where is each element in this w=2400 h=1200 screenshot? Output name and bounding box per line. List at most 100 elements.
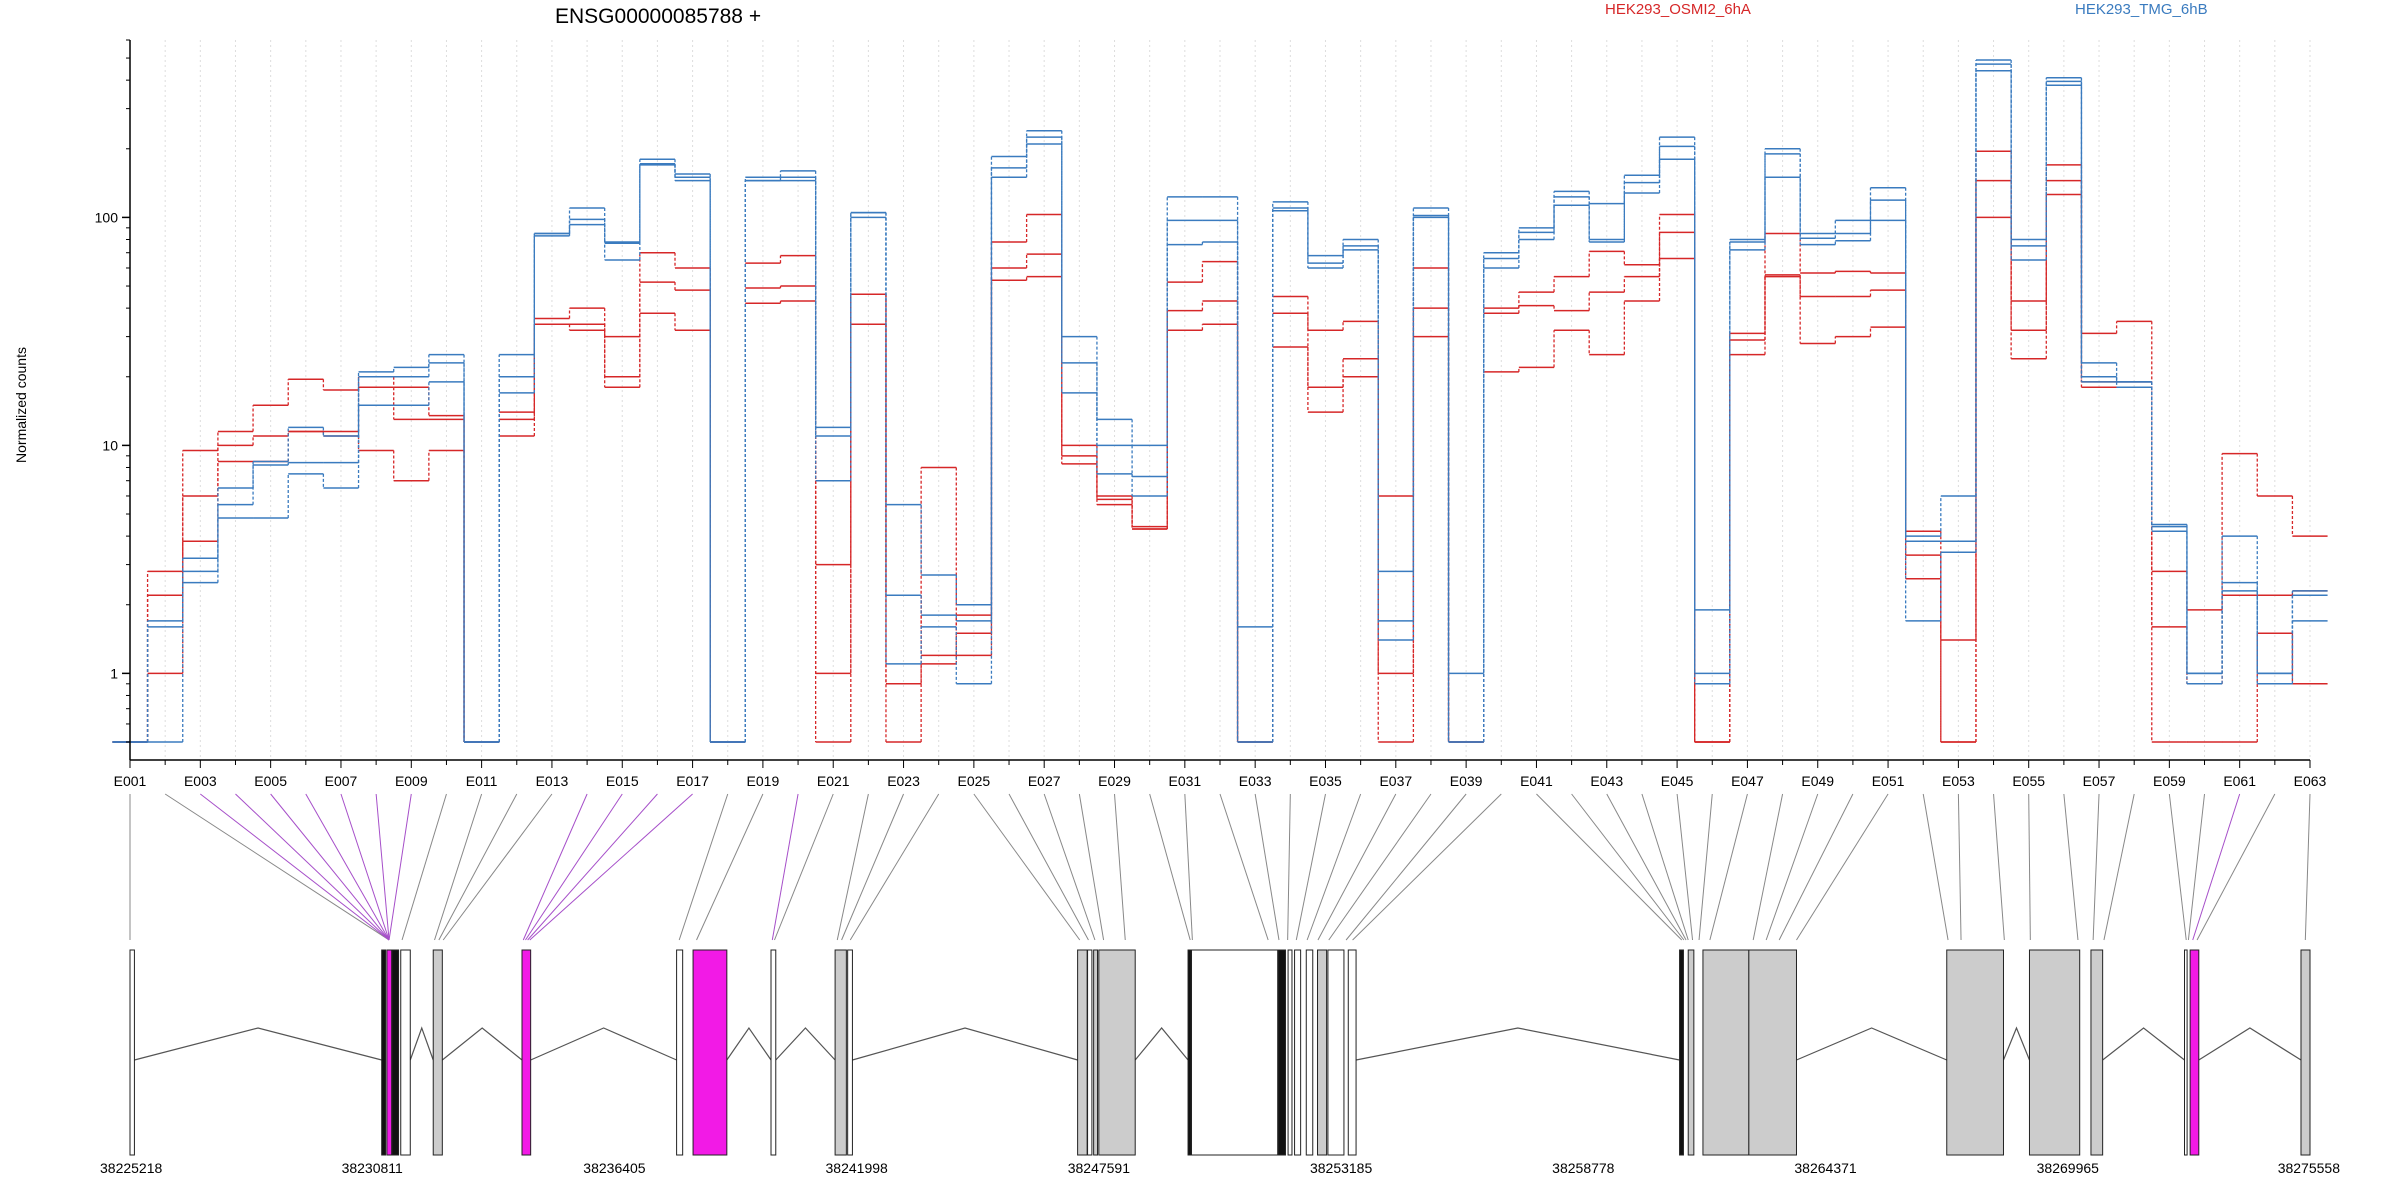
exon-box	[2184, 949, 2188, 1156]
y-tick-label: 1	[110, 665, 118, 681]
coordinate-label: 38275558	[2278, 1160, 2341, 1176]
intron-line	[852, 1027, 1078, 1061]
exon-box	[770, 949, 777, 1156]
exon-box	[1702, 949, 1750, 1156]
exon-box	[1098, 949, 1136, 1156]
exon-connector	[841, 793, 905, 941]
x-tick-label: E063	[2294, 773, 2327, 789]
exon-box	[1191, 949, 1279, 1156]
exon-connector	[849, 793, 940, 941]
exon-box	[1287, 949, 1293, 1156]
exon-connector	[1536, 793, 1683, 941]
exon-connector	[1345, 793, 1467, 941]
exon-box	[1305, 949, 1314, 1156]
exon-connector	[1352, 793, 1502, 941]
x-tick-label: E027	[1028, 773, 1061, 789]
x-tick-label: E029	[1098, 773, 1131, 789]
exon-connector	[434, 793, 483, 941]
exon-connector	[1184, 793, 1193, 941]
exon-connector	[2092, 793, 2100, 941]
exon-connector	[836, 793, 869, 941]
genomic-coordinate-axis: 38225218 38230811 38236405 38241998 38247591…	[100, 1160, 2340, 1176]
exon-box	[2189, 949, 2200, 1156]
y-axis-label: Normalized counts	[13, 347, 29, 463]
exon-connector	[1306, 793, 1362, 941]
exon-connector	[771, 793, 799, 941]
x-tick-label: E021	[817, 773, 850, 789]
x-tick-label: E031	[1168, 773, 1201, 789]
exon-connector	[2103, 793, 2135, 941]
exon-connector	[1676, 793, 1694, 941]
exon-connector	[1114, 793, 1126, 941]
x-tick-label: E017	[676, 773, 709, 789]
exon-box	[1687, 949, 1695, 1156]
exon-box	[834, 949, 847, 1156]
x-tick-label: E055	[2012, 773, 2045, 789]
chart-title: ENSG00000085788 +	[555, 5, 761, 28]
exon-connector	[678, 793, 729, 941]
exon-connector	[522, 793, 588, 941]
exon-connector	[388, 793, 412, 941]
x-tick-label: E001	[114, 773, 147, 789]
x-tick-label: E033	[1239, 773, 1272, 789]
x-tick-label: E049	[1801, 773, 1834, 789]
intron-line	[530, 1027, 677, 1061]
exon-connector	[200, 793, 390, 941]
intron-line	[775, 1027, 836, 1061]
exon-box	[391, 949, 400, 1156]
x-tick-label: E015	[606, 773, 639, 789]
grid-lines	[129, 40, 2311, 760]
exon-connector	[1957, 793, 1962, 941]
y-tick-label: 100	[95, 209, 119, 225]
x-tick-label: E007	[325, 773, 358, 789]
exon-connector	[235, 793, 390, 941]
exon-connector	[1078, 793, 1105, 941]
exon-connector	[164, 793, 390, 941]
exon-box	[1748, 949, 1797, 1156]
x-tick-label: E025	[958, 773, 991, 789]
x-tick-label: E011	[466, 773, 498, 789]
legend-entry-tmg: HEK293_TMG_6hB	[2075, 1, 2208, 18]
x-tick-label: E059	[2153, 773, 2186, 789]
coordinate-label: 38247591	[1068, 1160, 1131, 1176]
exon-connector	[1796, 793, 1889, 941]
exon-connector	[525, 793, 623, 941]
intron-line	[2002, 1026, 2031, 1061]
coordinate-label: 38253185	[1310, 1160, 1373, 1176]
exon-box	[521, 949, 532, 1156]
gene-model	[129, 949, 2311, 1156]
exon-connector	[1149, 793, 1191, 941]
x-tick-label: E051	[1872, 773, 1905, 789]
x-tick-label: E053	[1942, 773, 1975, 789]
exon-connector	[1317, 793, 1397, 941]
x-tick-label: E003	[184, 773, 217, 789]
exon-connector	[438, 793, 518, 941]
exon-box	[2300, 949, 2311, 1156]
exon-connector	[1008, 793, 1089, 941]
intron-line	[2198, 1027, 2302, 1061]
exon-connector	[2168, 793, 2187, 941]
exon-box	[1093, 949, 1099, 1156]
intron-line	[1796, 1027, 1947, 1061]
exon-connector	[1641, 793, 1689, 941]
exon-connector	[2192, 793, 2241, 941]
series-6	[112, 69, 2328, 743]
series-layer	[112, 59, 2328, 743]
exon-connector	[305, 793, 390, 941]
exon-connector	[1571, 793, 1685, 941]
exon-box	[381, 949, 387, 1156]
exon-connector	[2063, 793, 2079, 941]
exon-box	[1317, 949, 1328, 1156]
intron-line	[441, 1027, 523, 1061]
x-tick-label: E013	[536, 773, 569, 789]
exon-connector	[442, 793, 553, 941]
x-tick-label: E019	[747, 773, 780, 789]
intron-line	[1355, 1027, 1680, 1061]
exon-connector	[696, 793, 764, 941]
exon-connector	[1328, 793, 1432, 941]
exon-connector	[527, 793, 658, 941]
exon-box	[676, 949, 684, 1156]
exon-connector	[1778, 793, 1854, 941]
coordinate-label: 38241998	[826, 1160, 889, 1176]
x-tick-label: E037	[1379, 773, 1412, 789]
